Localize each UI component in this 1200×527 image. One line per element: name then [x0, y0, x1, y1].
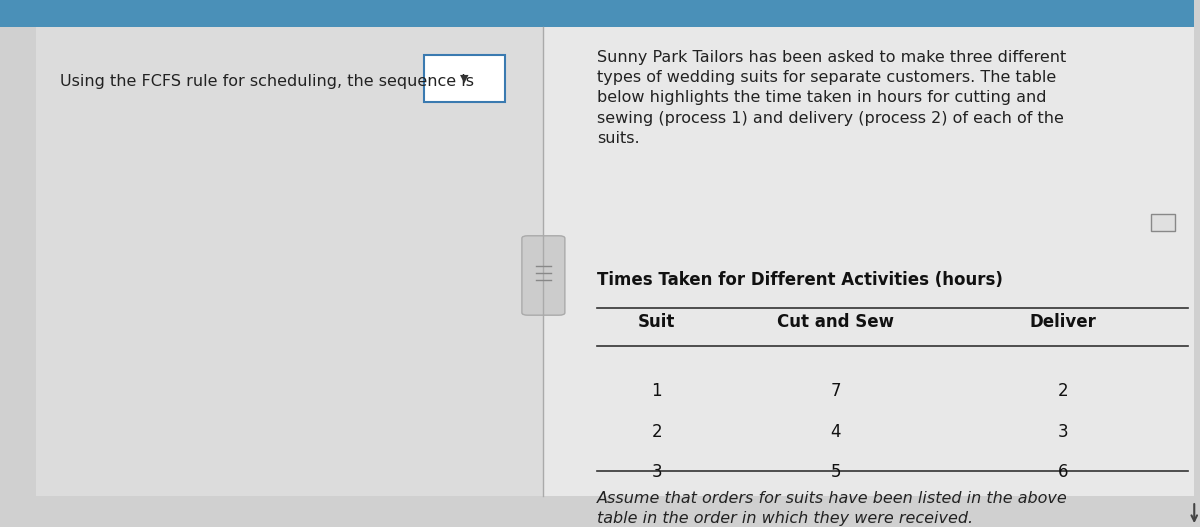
Text: Deliver: Deliver	[1030, 313, 1097, 331]
Text: Sunny Park Tailors has been asked to make three different
types of wedding suits: Sunny Park Tailors has been asked to mak…	[598, 50, 1067, 146]
Text: Assume that orders for suits have been listed in the above
table in the order in: Assume that orders for suits have been l…	[598, 491, 1068, 526]
Text: Using the FCFS rule for scheduling, the sequence is: Using the FCFS rule for scheduling, the …	[60, 74, 474, 90]
Text: 3: 3	[652, 463, 662, 481]
FancyBboxPatch shape	[36, 27, 544, 496]
Text: Times Taken for Different Activities (hours): Times Taken for Different Activities (ho…	[598, 270, 1003, 288]
FancyBboxPatch shape	[544, 27, 1194, 496]
Text: 2: 2	[1057, 382, 1068, 400]
FancyBboxPatch shape	[0, 0, 1194, 27]
FancyBboxPatch shape	[522, 236, 565, 315]
Text: 7: 7	[830, 382, 841, 400]
Text: ▼: ▼	[461, 74, 469, 84]
Text: Cut and Sew: Cut and Sew	[778, 313, 894, 331]
Text: 6: 6	[1057, 463, 1068, 481]
Text: 2: 2	[652, 423, 662, 441]
FancyBboxPatch shape	[424, 55, 505, 102]
Text: 5: 5	[830, 463, 841, 481]
Text: Suit: Suit	[638, 313, 676, 331]
Text: 1: 1	[652, 382, 662, 400]
FancyBboxPatch shape	[1151, 214, 1175, 231]
Text: 3: 3	[1057, 423, 1068, 441]
Text: 4: 4	[830, 423, 841, 441]
